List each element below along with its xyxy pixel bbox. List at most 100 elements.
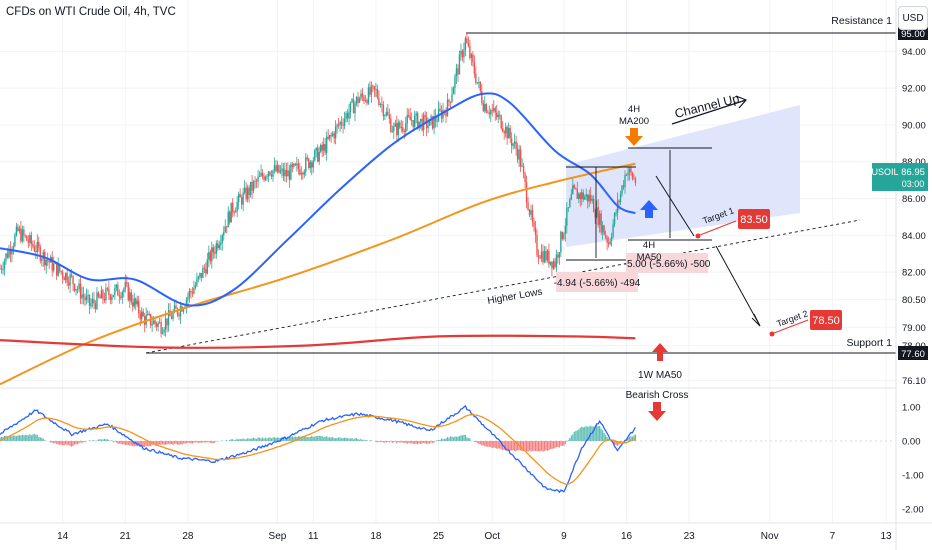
candle-body: [334, 126, 337, 139]
histogram-bar: [473, 441, 475, 443]
candle-body: [619, 193, 622, 202]
price-tick: 84.00: [902, 231, 926, 242]
histogram-bar: [311, 435, 313, 441]
candle-body: [439, 108, 441, 111]
time-axis[interactable]: 14 21 28 Sep 11 18 25 Oct 9 16 23 Nov 7 13: [57, 531, 892, 542]
higher-lows-label: Higher Lows: [487, 286, 544, 306]
histogram-bar: [418, 441, 420, 444]
candle-body: [357, 96, 359, 103]
target2-line: [773, 319, 809, 334]
histogram-bar: [167, 441, 170, 444]
histogram-bar: [0, 437, 1, 441]
candle-body: [631, 172, 634, 179]
histogram-bar: [62, 441, 64, 446]
histogram-bar: [97, 439, 100, 441]
histogram-bar: [539, 441, 541, 452]
price-axis[interactable]: 94.00 92.00 90.00 88.00 86.00 84.00 82.00 80.50…: [902, 47, 926, 387]
histogram-bar: [238, 439, 240, 441]
candle-body: [164, 318, 167, 330]
candle-body: [209, 252, 212, 262]
candle-body: [478, 81, 480, 83]
histogram-bar: [616, 441, 619, 447]
osc-tick: 1.00: [902, 403, 921, 414]
histogram-bar: [51, 441, 53, 443]
candle-body: [282, 168, 285, 177]
support-tag-bg: [898, 346, 928, 360]
candle-body: [223, 232, 225, 236]
histogram-bar: [36, 434, 38, 441]
histogram-bar: [414, 441, 416, 444]
candle-body: [199, 273, 201, 277]
candle-body: [610, 236, 613, 242]
candle-body: [9, 249, 12, 255]
candle-body: [500, 115, 502, 129]
histogram-bar: [288, 437, 290, 441]
candle-body: [294, 163, 297, 166]
candle-body: [233, 212, 235, 214]
histogram-bar: [123, 441, 125, 445]
histogram-bar: [193, 441, 195, 443]
candle-body: [246, 187, 249, 200]
candle-body: [61, 272, 64, 278]
candle-body: [627, 172, 629, 176]
histogram-bar: [30, 435, 32, 441]
histogram-bar: [72, 441, 74, 446]
candle-body: [17, 226, 19, 231]
histogram-bar: [185, 441, 188, 444]
candle-body: [311, 162, 313, 168]
candle-body: [370, 85, 373, 95]
histogram-bar: [546, 441, 549, 451]
candle-body: [542, 251, 544, 263]
candle-body: [55, 262, 58, 276]
candle-body: [345, 113, 347, 119]
histogram-bar: [257, 437, 259, 441]
candle-body: [5, 253, 7, 261]
candle-body: [411, 120, 413, 121]
candle-body: [481, 90, 483, 103]
measure2-bg: [626, 253, 708, 273]
candle-body: [490, 110, 492, 115]
histogram-bar: [11, 436, 13, 441]
candle-body: [416, 113, 419, 129]
histogram-bar: [536, 441, 538, 452]
oscillator-axis[interactable]: 1.00 0.00 -1.00 -2.00: [902, 403, 924, 516]
histogram-bar: [81, 441, 83, 444]
histogram-bar: [21, 434, 23, 441]
candle-body: [35, 251, 37, 252]
candle-body: [139, 313, 141, 320]
candle-body: [163, 329, 165, 333]
price-tick: 86.00: [902, 194, 926, 205]
candle-body: [612, 224, 614, 237]
histogram-bar: [573, 431, 575, 441]
currency-button[interactable]: USD: [898, 6, 928, 30]
histogram-bar: [226, 439, 228, 441]
candle-body: [375, 88, 377, 90]
candle-body: [29, 235, 31, 243]
histogram-bar: [332, 436, 334, 441]
candle-body: [226, 226, 228, 228]
time-tick: 11: [308, 531, 319, 542]
histogram-bar: [582, 427, 584, 441]
candle-body: [130, 292, 132, 303]
histogram-bar: [570, 435, 572, 441]
candle-body: [20, 228, 22, 242]
histogram-bar: [409, 441, 411, 444]
candle-body: [557, 254, 559, 258]
histogram-bar: [531, 441, 534, 451]
histogram-bar: [258, 437, 261, 441]
histogram-bar: [233, 440, 235, 441]
histogram-bar: [429, 441, 431, 444]
histogram-bar: [239, 438, 241, 441]
histogram-bar: [33, 433, 35, 441]
candle-body: [232, 202, 234, 213]
histogram-bar: [38, 437, 40, 441]
candle-body: [476, 82, 479, 84]
candle-body: [531, 210, 534, 222]
histogram-bar: [163, 441, 165, 445]
candle-body: [331, 133, 334, 136]
time-tick: 23: [684, 531, 696, 542]
candle-body: [320, 144, 322, 152]
candle-body: [260, 172, 262, 177]
histogram-bar: [130, 441, 132, 446]
